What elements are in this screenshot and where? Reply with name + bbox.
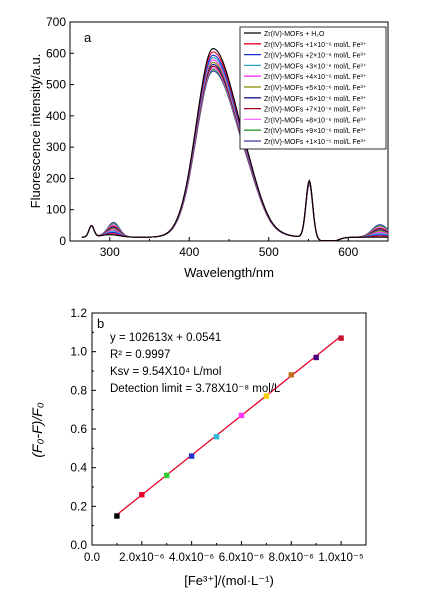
panel-a-legend: Zr(IV)-MOFs + H₂O Zr(IV)-MOFs +1×10⁻⁶ mol… xyxy=(239,26,387,150)
panel-b-y-axis-label: (F₀-F)/F₀ xyxy=(29,402,45,457)
a-legend-entry: Zr(IV)-MOFs +2×10⁻⁶ mol/L Fe³⁺ xyxy=(264,53,367,60)
b-y-tick-label: 0.8 xyxy=(70,383,87,397)
b-x-tick-label: 8.0x10⁻⁶ xyxy=(269,552,315,564)
a-legend-entry: Zr(IV)-MOFs +3×10⁻⁶ mol/L Fe³⁺ xyxy=(264,63,367,70)
b-data-point xyxy=(139,492,145,498)
a-y-tick-label: 600 xyxy=(46,46,66,60)
a-legend-entry: Zr(IV)-MOFs +6×10⁻⁶ mol/L Fe³⁺ xyxy=(264,96,367,103)
a-series-line xyxy=(81,48,388,242)
a-legend-entry: Zr(IV)-MOFs + H₂O xyxy=(264,31,325,38)
a-y-tick-label: 500 xyxy=(46,78,66,92)
a-x-tick-label: 300 xyxy=(100,245,120,259)
a-y-tick-label: 300 xyxy=(46,140,66,154)
a-legend-entry: Zr(IV)-MOFs +1×10⁻⁶ mol/L Fe³⁺ xyxy=(264,42,367,49)
b-data-point xyxy=(288,372,294,378)
a-x-tick-label: 600 xyxy=(338,245,358,259)
b-x-tick-label: 6.0x10⁻⁶ xyxy=(219,552,265,564)
panel-b: 0.0 0.2 0.4 0.6 0.8 1.0 1.2 0.0 2.0x10⁻⁶ 4.0x10⁻… xyxy=(29,306,367,588)
b-y-tick-label: 1.0 xyxy=(70,345,87,359)
b-data-point xyxy=(338,335,344,341)
b-x-tick-label: 0.0 xyxy=(84,552,100,564)
b-y-tick-label: 0.0 xyxy=(70,538,87,552)
panel-b-frame xyxy=(91,312,367,546)
b-x-tick-label: 4.0x10⁻⁶ xyxy=(169,552,215,564)
b-data-point xyxy=(114,513,120,519)
a-y-tick-label: 700 xyxy=(46,15,66,29)
b-y-tick-label: 1.2 xyxy=(70,306,87,320)
b-data-point xyxy=(164,472,170,479)
b-x-tick-label: 1.0x10⁻⁵ xyxy=(318,552,364,564)
panel-b-detection-limit: Detection limit = 3.78X10⁻⁸ mol/L xyxy=(110,383,281,395)
panel-b-y-ticks: 0.0 0.2 0.4 0.6 0.8 1.0 1.2 xyxy=(70,306,96,552)
b-data-point xyxy=(313,354,319,361)
panel-a-curves xyxy=(81,48,389,242)
panel-b-annotations: y = 102613x + 0.0541 R² = 0.9997 Ksv = 9… xyxy=(110,332,281,395)
a-x-tick-label: 400 xyxy=(179,245,199,259)
panel-b-x-ticks: 0.0 2.0x10⁻⁶ 4.0x10⁻⁶ 6.0x10⁻⁶ 8.0x10⁻⁶ 1.0x1… xyxy=(84,541,364,564)
b-data-point xyxy=(263,393,270,399)
panel-a-y-axis-label: Fluorescence intensity/a.u. xyxy=(28,54,43,209)
a-y-tick-label: 100 xyxy=(46,203,66,217)
a-legend-entry: Zr(IV)-MOFs +9×10⁻⁶ mol/L Fe³⁺ xyxy=(264,128,367,135)
a-x-tick-label: 500 xyxy=(259,245,279,259)
panel-a-y-ticks: 0 100 200 300 400 500 600 700 xyxy=(46,15,74,248)
panel-b-points xyxy=(114,335,344,519)
panel-a-legend-box xyxy=(239,26,387,150)
panel-b-r-squared: R² = 0.9997 xyxy=(110,349,170,361)
a-y-tick-label: 400 xyxy=(46,109,66,123)
panel-a-label: a xyxy=(84,30,92,45)
a-legend-entry: Zr(IV)-MOFs +4×10⁻⁶ mol/L Fe³⁺ xyxy=(264,74,367,81)
b-y-tick-label: 0.4 xyxy=(70,461,87,475)
a-y-tick-label: 200 xyxy=(46,171,66,185)
panel-b-ksv: Ksv = 9.54X10⁴ L/mol xyxy=(110,366,221,378)
panel-b-x-axis-label: [Fe³⁺]/(mol·L⁻¹) xyxy=(184,573,274,588)
panel-b-label: b xyxy=(97,316,104,331)
panel-b-fit-line xyxy=(116,335,342,516)
a-y-tick-label: 0 xyxy=(59,234,66,248)
b-data-point xyxy=(238,412,245,419)
a-legend-entry: Zr(IV)-MOFs +7×10⁻⁶ mol/L Fe³⁺ xyxy=(264,107,367,114)
panel-a-legend-items: Zr(IV)-MOFs + H₂O Zr(IV)-MOFs +1×10⁻⁶ mol… xyxy=(244,31,367,146)
a-legend-entry: Zr(IV)-MOFs +1×10⁻⁵ mol/L Fe³⁺ xyxy=(264,139,367,146)
panel-a-x-axis-label: Wavelength/nm xyxy=(184,265,274,280)
b-data-point xyxy=(188,453,195,459)
panel-a-x-ticks: 300 400 500 600 xyxy=(69,237,389,259)
panel-b-equation: y = 102613x + 0.0541 xyxy=(110,332,221,344)
b-data-point xyxy=(213,434,220,440)
a-legend-entry: Zr(IV)-MOFs +5×10⁻⁶ mol/L Fe³⁺ xyxy=(264,85,367,92)
b-y-tick-label: 0.2 xyxy=(70,499,87,513)
panel-a: 0 100 200 300 400 500 600 700 300 400 500 600 a Fl… xyxy=(28,15,389,280)
b-x-tick-label: 2.0x10⁻⁶ xyxy=(119,552,165,564)
a-legend-entry: Zr(IV)-MOFs +8×10⁻⁶ mol/L Fe³⁺ xyxy=(264,117,367,124)
b-y-tick-label: 0.6 xyxy=(70,422,87,436)
